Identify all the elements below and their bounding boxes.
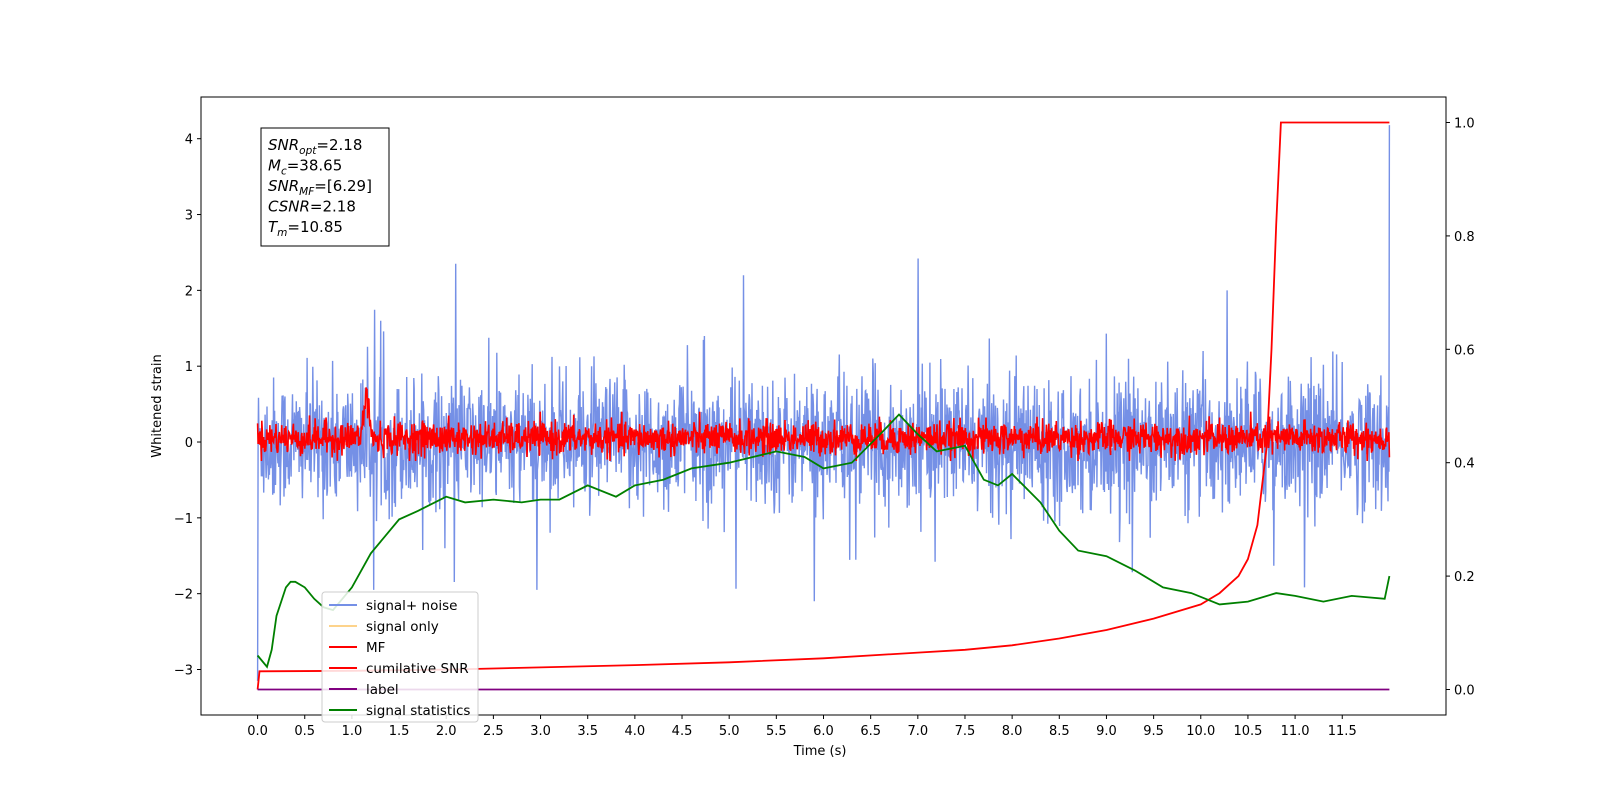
y-axis-left: 4 3 2 1 0 −1 −2 −3 [174,133,201,679]
annotation-line: SNRopt=2.18 [268,136,362,157]
annotation-line: CSNR=2.18 [268,198,356,216]
x-tick-label: 11.0 [1281,724,1310,739]
legend-label: label [366,682,399,698]
x-tick-label: 3.5 [577,724,598,739]
y-axis-label: Whitened strain [150,354,165,457]
legend-label: cumilative SNR [366,661,469,677]
annotation-line: SNRMF=[6.29] [268,177,372,198]
x-tick-label: 1.0 [342,724,363,739]
x-axis: 0.0 0.5 1.0 1.5 2.0 2.5 3.0 3.5 4.0 4.5 5.0 5.5 6.0 6… [247,715,1357,739]
x-tick-label: 9.5 [1143,724,1164,739]
y2-tick-label: 0.0 [1454,683,1475,698]
y-tick-label: 4 [185,133,193,148]
x-tick-label: 6.0 [813,724,834,739]
x-tick-label: 8.0 [1002,724,1023,739]
x-tick-label: 7.0 [907,724,928,739]
x-tick-label: 10.0 [1186,724,1215,739]
legend-label: signal only [366,619,439,635]
x-tick-label: 1.5 [389,724,410,739]
legend: signal+ noise signal only MF cumilative SNR… [321,591,479,723]
annotation-line: Mc=38.65 [268,157,342,178]
y2-tick-label: 0.2 [1454,570,1475,585]
series-signal-noise-line [256,125,1391,681]
x-tick-label: 6.5 [860,724,881,739]
x-tick-label: 2.5 [483,724,504,739]
x-axis-label: Time (s) [793,744,847,759]
x-tick-label: 7.5 [955,724,976,739]
x-tick-label: 11.5 [1328,724,1357,739]
y-tick-label: 3 [185,209,193,224]
x-tick-label: 9.0 [1096,724,1117,739]
legend-label: MF [366,640,385,656]
legend-label: signal+ noise [366,598,457,614]
y-tick-label: −3 [174,664,193,679]
legend-frame [321,591,479,723]
x-tick-label: 4.5 [672,724,693,739]
x-tick-label: 2.0 [436,724,457,739]
y-tick-label: −1 [174,512,193,527]
legend-label: signal statistics [366,703,470,719]
y-tick-label: −2 [174,588,193,603]
x-tick-label: 0.5 [294,724,315,739]
y2-tick-label: 1.0 [1454,117,1475,132]
x-tick-label: 0.0 [247,724,268,739]
x-tick-label: 4.0 [625,724,646,739]
x-tick-label: 8.5 [1049,724,1070,739]
y-tick-label: 1 [185,360,193,375]
annotation-frame [260,127,390,247]
x-tick-label: 5.0 [719,724,740,739]
series-mf-line [256,387,1391,462]
y2-tick-label: 0.8 [1454,230,1475,245]
plot-frame [200,96,1447,716]
annotation-line: Tm=10.85 [268,218,343,239]
y-tick-label: 2 [185,284,193,299]
x-tick-label: 3.0 [530,724,551,739]
annotation-box: SNRopt=2.18Mc=38.65SNRMF=[6.29]CSNR=2.18… [260,127,390,247]
y-axis-right: 0.0 0.2 0.4 0.6 0.8 1.0 [1446,117,1475,698]
series-cumulative-snr-line [256,121,1390,690]
y2-tick-label: 0.4 [1454,457,1475,472]
y-tick-label: 0 [185,436,193,451]
y2-tick-label: 0.6 [1454,343,1475,358]
x-tick-label: 10.5 [1233,724,1262,739]
x-tick-label: 5.5 [766,724,787,739]
